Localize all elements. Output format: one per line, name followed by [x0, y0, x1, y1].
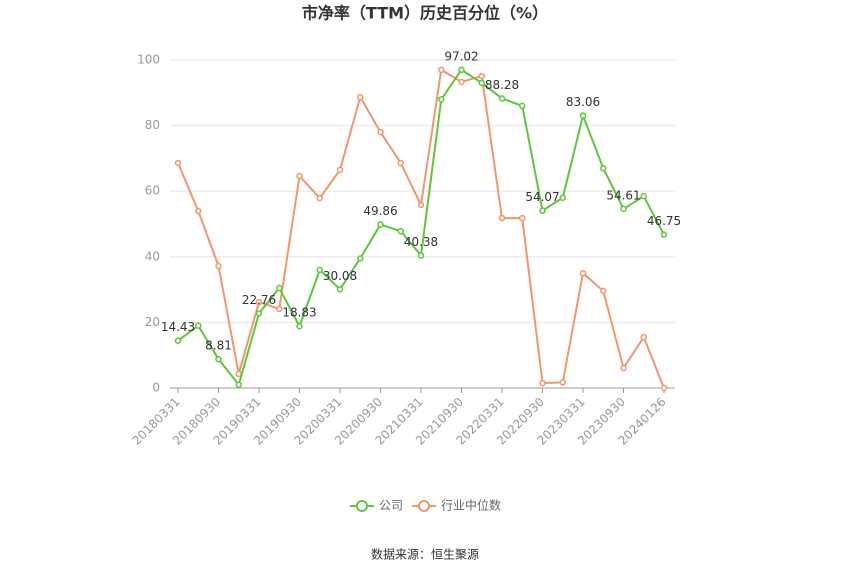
y-tick-label: 0	[152, 381, 160, 395]
data-point	[316, 194, 323, 202]
data-point	[336, 286, 344, 293]
y-tick-label: 80	[145, 118, 160, 132]
data-label: 18.83	[282, 306, 316, 320]
data-label: 30.08	[323, 269, 357, 283]
data-point	[296, 172, 303, 180]
data-point	[579, 269, 587, 277]
data-point	[600, 287, 607, 295]
data-point	[397, 159, 404, 167]
data-label: 54.07	[525, 190, 559, 204]
data-point	[417, 201, 425, 209]
data-point	[620, 364, 627, 372]
data-point	[498, 214, 506, 222]
data-label: 46.75	[647, 214, 681, 228]
legend-marker	[418, 500, 430, 512]
data-point	[174, 337, 182, 344]
data-point	[357, 255, 364, 262]
data-label: 49.86	[363, 204, 397, 218]
data-point	[519, 102, 526, 110]
data-point	[620, 205, 627, 213]
legend-item: 行业中位数	[412, 498, 501, 513]
data-label: 54.61	[606, 188, 640, 202]
data-point	[276, 305, 283, 313]
data-point	[539, 207, 546, 214]
data-point	[640, 333, 647, 341]
data-point	[235, 381, 242, 388]
data-point	[316, 266, 323, 274]
data-label: 14.43	[161, 320, 195, 334]
y-tick-label: 20	[145, 315, 160, 329]
data-point	[478, 72, 485, 80]
data-point	[660, 231, 668, 238]
data-point	[357, 93, 364, 101]
data-point	[195, 207, 202, 215]
data-point	[458, 66, 465, 74]
legend-item: 公司	[350, 499, 403, 513]
data-point	[296, 322, 303, 330]
data-point	[498, 95, 506, 102]
data-point	[539, 379, 546, 387]
data-point	[255, 298, 263, 306]
data-point	[660, 384, 668, 392]
data-label: 40.38	[404, 235, 438, 249]
data-label: 8.81	[205, 339, 232, 353]
data-point	[600, 164, 607, 172]
data-point	[397, 227, 404, 235]
data-point	[336, 166, 344, 174]
data-point	[438, 96, 445, 103]
data-point	[174, 159, 182, 167]
y-tick-label: 100	[137, 53, 160, 67]
data-label: 88.28	[485, 78, 519, 92]
data-point	[559, 194, 566, 202]
data-point	[377, 128, 384, 136]
y-tick-label: 60	[145, 184, 160, 198]
data-point	[579, 112, 587, 119]
data-point	[640, 192, 647, 200]
data-point	[195, 322, 202, 329]
data-label: 83.06	[566, 95, 600, 109]
data-point	[559, 379, 566, 386]
data-label: 22.76	[242, 293, 276, 307]
series-line	[177, 68, 665, 387]
legend-label: 行业中位数	[441, 498, 501, 513]
legend-marker	[356, 500, 368, 512]
data-point	[255, 310, 263, 317]
data-point	[458, 78, 465, 86]
data-point	[276, 284, 283, 292]
data-point	[417, 252, 425, 259]
data-point	[377, 221, 384, 228]
legend-label: 公司	[379, 499, 403, 513]
y-tick-label: 40	[145, 249, 160, 263]
data-point	[519, 214, 526, 222]
data-point	[215, 262, 222, 270]
data-label: 97.02	[444, 49, 478, 63]
data-point	[215, 355, 222, 363]
source: 数据来源：恒生聚源	[371, 547, 479, 562]
data-point	[438, 66, 445, 74]
chart-title: 市净率（TTM）历史百分位（%）	[302, 4, 548, 23]
data-point	[478, 79, 485, 87]
